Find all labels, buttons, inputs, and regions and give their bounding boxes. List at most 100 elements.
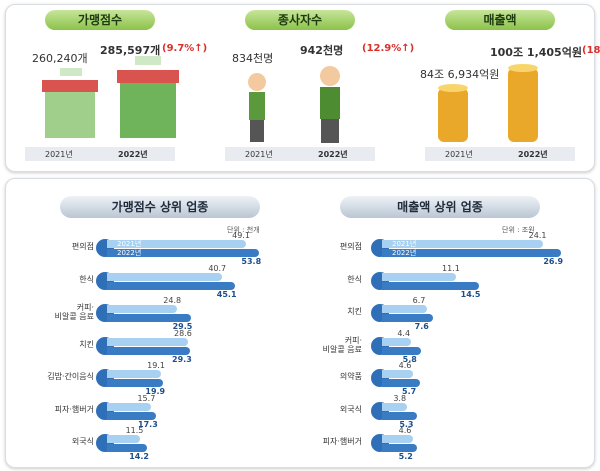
value-label: 14.2 [129,452,149,461]
year-label: 2021년 [445,150,473,159]
value-label: 14.5 [460,289,481,299]
value-label: 26.9 [543,257,564,266]
unit-label: 단위 : 조원 [502,226,535,234]
person-icons [248,66,340,143]
category-label: 피자·햄버거 [54,404,94,414]
bar [107,402,152,411]
value-2021: 260,240개 [32,52,88,65]
category-label: 한식 [347,274,362,284]
value-label: 17.3 [138,419,158,429]
value-label: 53.8 [241,257,262,266]
change: (9.7%↑) [162,43,208,54]
bar [382,370,413,378]
illustrations [42,56,538,143]
value-label: 5.7 [402,387,417,396]
value-label: 4.6 [398,361,412,370]
bar [107,444,148,452]
bar [382,435,413,443]
bar [107,272,223,281]
bar [107,435,140,443]
category-label: 한식 [79,274,94,284]
bar [107,314,191,322]
bar [107,337,189,346]
value-label: 3.8 [393,393,407,403]
change: (12.9%↑) [362,43,415,54]
value-label: 19.1 [147,361,165,370]
value-label: 29.5 [172,322,193,331]
section-title: 종사자수 [245,10,355,30]
value-label: 29.3 [172,354,192,364]
bar [382,249,562,257]
bar [107,411,157,420]
value-label: 45.1 [216,289,237,299]
category-label: 의약품 [339,372,362,381]
value-2022: 100조 1,405억원 [490,46,582,59]
legend-label: 2021년 [392,240,417,248]
bar [382,402,408,411]
year-strip [25,147,175,161]
bar [382,444,417,452]
year-label: 2022년 [518,150,548,159]
section-title: 매출액 [445,10,555,30]
year-strip [225,147,375,161]
value-2022: 285,597개 [100,44,161,57]
category-label: 김밥·간이음식 [47,372,94,381]
category-label: 치킨 [79,339,94,349]
coin-icons [438,64,538,142]
bar [107,240,247,248]
year-strip [425,147,575,161]
value-label: 7.6 [414,322,429,331]
unit-label: 단위 : 천개 [227,226,260,234]
value-label: 4.4 [397,328,411,338]
chart-title: 가맹점수 상위 업종 [60,196,260,218]
value-label: 4.6 [398,426,412,435]
value-label: 24.1 [528,231,547,240]
bar [107,305,178,313]
chart-panel [5,178,595,468]
bar [107,346,191,355]
value-label: 19.9 [145,387,166,396]
value-label: 11.1 [442,263,460,273]
chart-title: 매출액 상위 업종 [340,196,540,218]
value-label: 5.8 [402,354,417,364]
bar [382,305,427,313]
legend-label: 2022년 [117,249,142,257]
bar [382,281,479,290]
category-label: 치킨 [347,307,362,316]
bar [382,240,543,248]
summary-panel [5,4,595,172]
category-label: 피자·햄버거 [322,437,362,446]
category-label: 외국식 [339,404,362,414]
value-label: 40.7 [208,263,227,273]
legend-label: 2021년 [117,240,142,248]
year-label: 2022년 [318,150,348,159]
bar [382,346,421,355]
bar [107,379,164,387]
year-label: 2022년 [118,150,148,159]
category-label: 커피· 비알콜 음료 [322,335,362,354]
bar [382,314,433,322]
change: (18.2%↑) [582,45,600,56]
value-label: 11.5 [125,426,144,435]
bar [107,370,162,378]
category-label: 커피· 비알콜 음료 [54,303,94,321]
shop-icons [42,56,179,138]
year-label: 2021년 [45,150,73,159]
value-label: 24.8 [163,296,182,305]
bar [382,272,456,281]
value-2021: 84조 6,934억원 [420,68,500,81]
value-label: 49.1 [232,231,250,240]
year-label: 2021년 [245,150,273,159]
bar [382,411,418,420]
value-label: 5.3 [399,419,414,429]
bar [107,281,235,290]
value-label: 6.7 [412,296,426,305]
section-title: 가맹점수 [45,10,155,30]
value-2021: 834천명 [232,52,274,65]
value-label: 5.2 [398,452,413,461]
value-2022: 942천명 [300,44,344,57]
category-label: 편의점 [71,242,94,251]
bar [107,249,260,257]
bar [382,337,412,346]
